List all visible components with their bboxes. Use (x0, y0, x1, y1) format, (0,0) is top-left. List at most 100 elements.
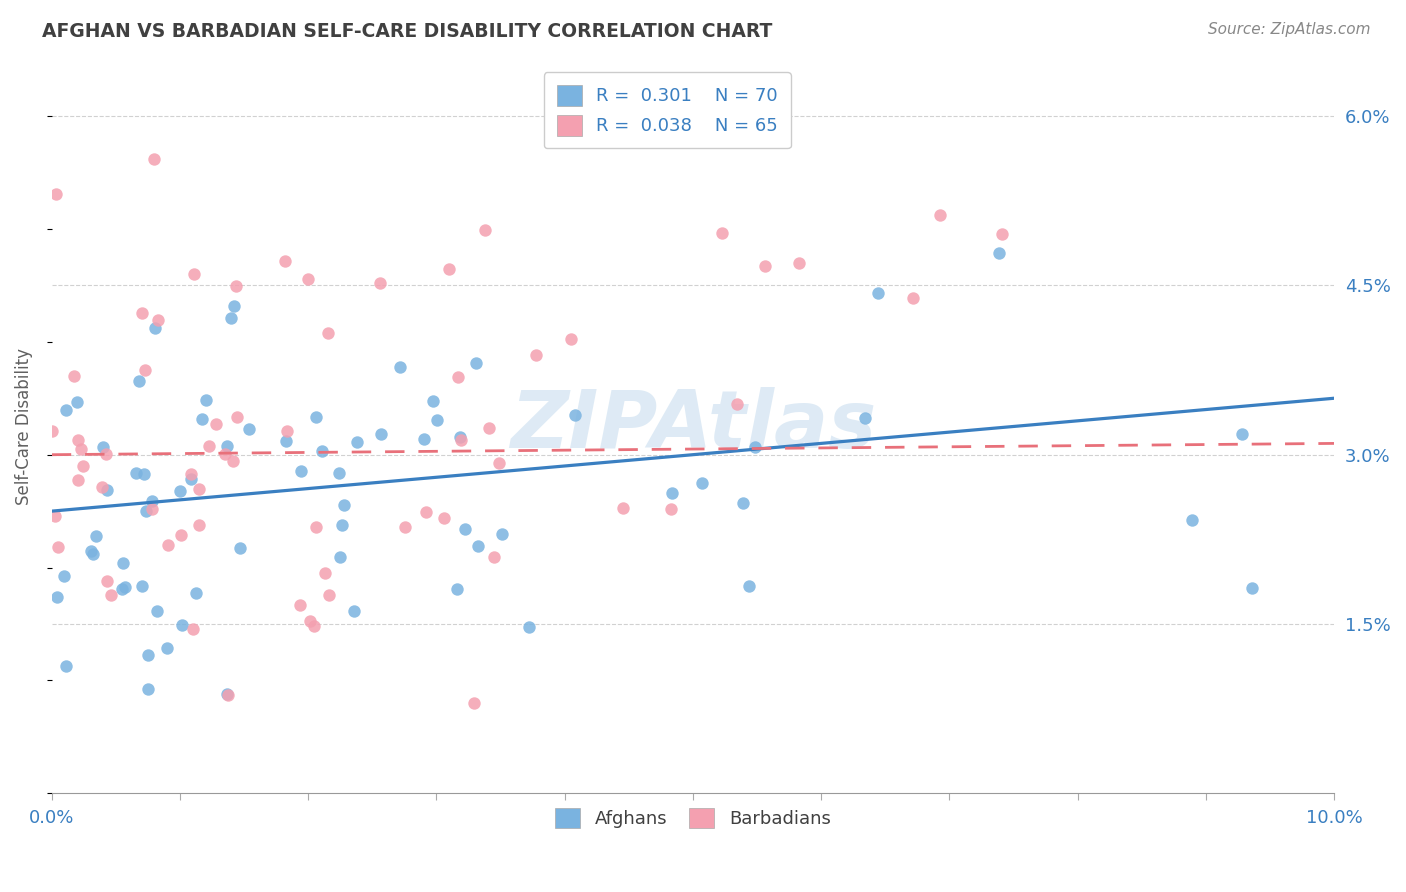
Point (710, 226, 733, 240)
Point (332, 518, 354, 533)
Point (661, 486, 683, 500)
Point (991, 227, 1014, 242)
Point (214, 447, 236, 461)
Point (1181, 512, 1204, 526)
Point (446, 582, 468, 597)
Point (725, 397, 748, 411)
Point (224, 299, 246, 313)
Point (314, 566, 336, 580)
Point (276, 424, 298, 438)
Point (180, 472, 202, 486)
Point (318, 326, 340, 340)
Point (215, 687, 238, 701)
Point (190, 411, 212, 425)
Point (181, 622, 204, 636)
Point (229, 541, 252, 555)
Point (184, 586, 207, 600)
Point (146, 313, 169, 327)
Point (170, 528, 193, 542)
Point (426, 413, 449, 427)
Point (55, 659, 77, 673)
Point (333, 498, 356, 512)
Point (853, 411, 876, 425)
Point (131, 579, 153, 593)
Text: ZIPAtlas: ZIPAtlas (510, 387, 876, 466)
Point (169, 483, 191, 498)
Point (450, 433, 472, 447)
Point (744, 440, 766, 454)
Point (692, 476, 714, 491)
Point (928, 209, 950, 223)
Legend: Afghans, Barbadians: Afghans, Barbadians (548, 800, 838, 836)
Point (114, 580, 136, 594)
Point (44, 508, 66, 523)
Point (131, 306, 153, 320)
Point (136, 681, 159, 696)
Point (276, 434, 298, 448)
Point (612, 500, 634, 515)
Point (524, 348, 547, 362)
Point (305, 520, 328, 534)
Point (477, 421, 499, 435)
Point (343, 604, 366, 618)
Point (463, 696, 485, 710)
Point (222, 454, 245, 468)
Point (46, 540, 69, 554)
Point (346, 435, 368, 450)
Point (93, 441, 115, 455)
Point (96, 574, 118, 588)
Point (195, 392, 218, 407)
Point (225, 409, 247, 424)
Point (368, 276, 391, 290)
Point (100, 588, 122, 602)
Point (901, 291, 924, 305)
Point (789, 255, 811, 269)
Point (188, 518, 211, 533)
Point (215, 439, 238, 453)
Point (128, 374, 150, 388)
Point (433, 510, 456, 524)
Point (96, 483, 118, 498)
Point (146, 604, 169, 618)
Point (141, 493, 163, 508)
Point (111, 582, 134, 596)
Point (564, 408, 586, 422)
Point (318, 589, 340, 603)
Point (125, 467, 148, 481)
Point (238, 422, 260, 436)
Point (290, 464, 312, 478)
Point (41, 424, 63, 438)
Point (311, 443, 333, 458)
Point (1240, 581, 1263, 595)
Point (66, 394, 89, 409)
Point (72, 459, 94, 474)
Point (180, 467, 202, 482)
Point (754, 259, 776, 273)
Point (422, 393, 444, 408)
Point (187, 482, 209, 496)
Point (297, 272, 319, 286)
Point (84, 529, 107, 543)
Point (447, 369, 470, 384)
Point (204, 417, 226, 431)
Text: AFGHAN VS BARBADIAN SELF-CARE DISABILITY CORRELATION CHART: AFGHAN VS BARBADIAN SELF-CARE DISABILITY… (42, 22, 772, 41)
Point (132, 467, 155, 482)
Point (136, 648, 159, 662)
Point (305, 410, 328, 425)
Point (288, 599, 311, 613)
Point (156, 640, 179, 655)
Point (183, 267, 205, 281)
Point (70, 442, 93, 457)
Point (517, 620, 540, 634)
Point (467, 539, 489, 553)
Point (172, 618, 194, 632)
Point (112, 556, 135, 570)
Y-axis label: Self-Care Disability: Self-Care Disability (15, 348, 32, 505)
Point (274, 253, 297, 268)
Point (454, 522, 477, 536)
Point (738, 578, 761, 592)
Point (67, 474, 90, 488)
Point (389, 360, 412, 375)
Point (329, 549, 352, 564)
Point (143, 152, 166, 166)
